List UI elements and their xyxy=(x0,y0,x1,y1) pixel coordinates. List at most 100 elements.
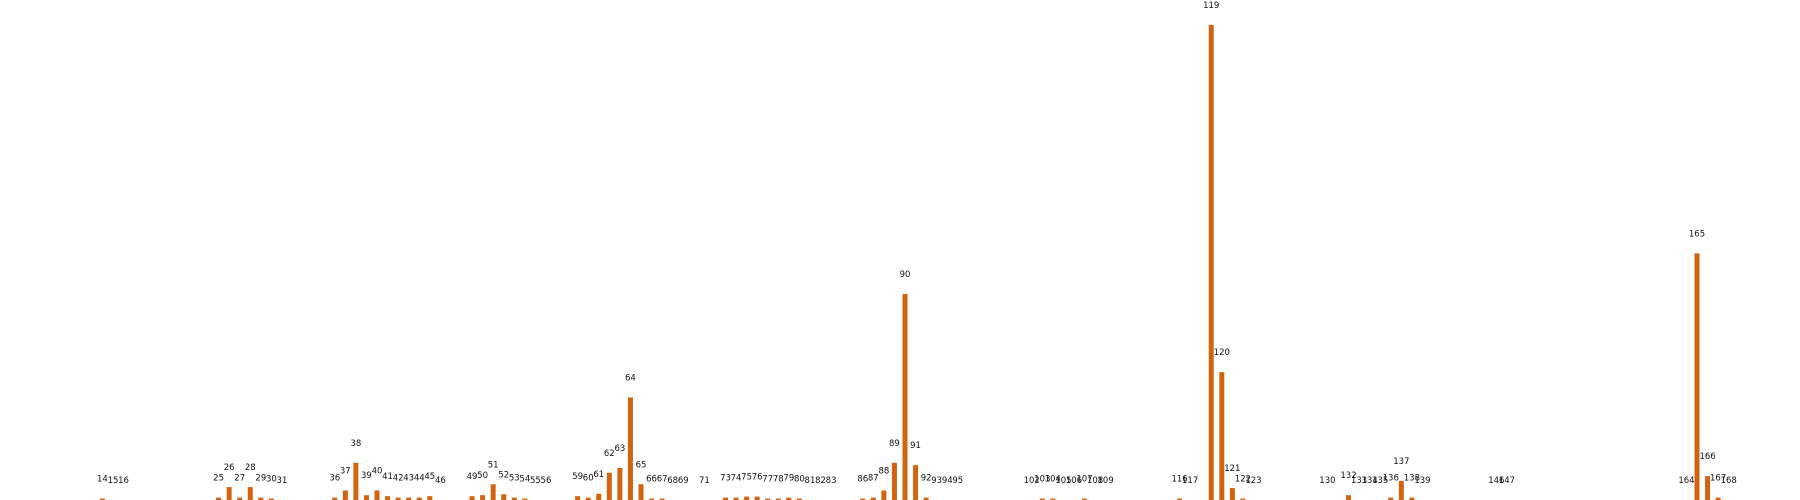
bar xyxy=(1082,498,1088,500)
bar xyxy=(1050,498,1056,500)
bar xyxy=(1039,498,1045,500)
bar xyxy=(638,484,644,500)
bar xyxy=(522,498,528,500)
bar xyxy=(395,497,401,500)
bar xyxy=(501,494,507,500)
bar xyxy=(860,498,866,500)
bar xyxy=(216,497,222,500)
bar xyxy=(1409,497,1415,500)
bar-label: 37 xyxy=(340,466,351,476)
bar xyxy=(1229,488,1235,500)
bar-label: 93 xyxy=(931,476,942,486)
bar-label: 59 xyxy=(572,472,583,482)
bar xyxy=(1346,495,1352,500)
bar-label: 164 xyxy=(1678,476,1694,486)
bar-label: 49 xyxy=(467,472,478,482)
bar xyxy=(1208,24,1214,500)
bar xyxy=(1177,498,1183,500)
bar-label: 138 xyxy=(1404,474,1420,484)
bar-label: 146 xyxy=(1488,476,1504,486)
bar-label: 165 xyxy=(1689,229,1705,239)
bar-label: 50 xyxy=(477,471,488,481)
bar xyxy=(1398,480,1404,500)
bar-label: 60 xyxy=(583,474,594,484)
bar-label: 89 xyxy=(889,439,900,449)
bar-label: 90 xyxy=(900,270,911,280)
bar-label: 14 xyxy=(97,475,108,485)
bar-label: 121 xyxy=(1224,464,1240,474)
bar-label: 137 xyxy=(1393,457,1409,467)
bar-label: 39 xyxy=(361,471,372,481)
bar-label: 15 xyxy=(108,476,119,486)
bar-label: 123 xyxy=(1245,476,1261,486)
bar-label: 65 xyxy=(636,460,647,470)
bar-label: 92 xyxy=(921,474,932,484)
bar-label: 81 xyxy=(805,476,816,486)
bar xyxy=(1705,476,1711,500)
bar-label: 134 xyxy=(1362,476,1378,486)
bar xyxy=(775,498,781,500)
bar-label: 76 xyxy=(752,473,763,483)
bar-label: 75 xyxy=(741,473,752,483)
bar xyxy=(268,498,274,500)
bar-label: 55 xyxy=(530,476,541,486)
bar-label: 122 xyxy=(1235,475,1251,485)
bar-label: 91 xyxy=(910,441,921,451)
bar-label: 28 xyxy=(245,463,256,473)
bar xyxy=(754,496,760,500)
bar-label: 38 xyxy=(350,439,361,449)
bar xyxy=(923,497,929,500)
bar xyxy=(733,497,739,500)
bar xyxy=(490,484,496,500)
bar-label: 64 xyxy=(625,373,636,383)
bar-label: 31 xyxy=(277,476,288,486)
bar-label: 80 xyxy=(794,475,805,485)
bar xyxy=(1388,497,1394,500)
bar xyxy=(416,497,422,500)
bar-label: 25 xyxy=(213,474,224,484)
bar-label: 42 xyxy=(393,474,404,484)
bar-label: 120 xyxy=(1214,348,1230,358)
bar-label: 69 xyxy=(678,476,689,486)
bar-label: 166 xyxy=(1699,452,1715,462)
bar xyxy=(575,496,581,500)
bar-label: 16 xyxy=(118,476,129,486)
bar xyxy=(891,462,897,500)
bar-label: 105 xyxy=(1055,476,1071,486)
bar-label: 87 xyxy=(868,474,879,484)
bar xyxy=(237,497,243,500)
bar xyxy=(585,497,591,500)
bar xyxy=(913,465,919,500)
bar xyxy=(353,462,359,500)
bar-label: 71 xyxy=(699,476,710,486)
bar xyxy=(744,496,750,500)
bar-label: 104 xyxy=(1045,475,1061,485)
bar-label: 102 xyxy=(1024,476,1040,486)
bar-label: 108 xyxy=(1087,476,1103,486)
bar xyxy=(1694,253,1700,500)
bar xyxy=(258,497,264,500)
bar-label: 52 xyxy=(498,470,509,480)
bar-label: 94 xyxy=(942,476,953,486)
bar-label: 46 xyxy=(435,476,446,486)
bar xyxy=(99,498,105,500)
bar-label: 79 xyxy=(783,474,794,484)
bar xyxy=(902,293,908,500)
bar-label: 45 xyxy=(424,472,435,482)
bar-label: 61 xyxy=(593,470,604,480)
bar-label: 63 xyxy=(614,444,625,454)
bar-label: 56 xyxy=(541,476,552,486)
bar xyxy=(480,495,486,500)
bar-label: 41 xyxy=(382,472,393,482)
bar-label: 86 xyxy=(857,475,868,485)
bar-label: 117 xyxy=(1182,476,1198,486)
bar-label: 167 xyxy=(1710,474,1726,484)
bar xyxy=(342,490,348,500)
bar-label: 106 xyxy=(1066,476,1082,486)
bar-label: 67 xyxy=(657,475,668,485)
bar-label: 103 xyxy=(1034,475,1050,485)
bar xyxy=(1240,498,1246,500)
bar xyxy=(765,498,771,500)
bar-label: 53 xyxy=(509,474,520,484)
